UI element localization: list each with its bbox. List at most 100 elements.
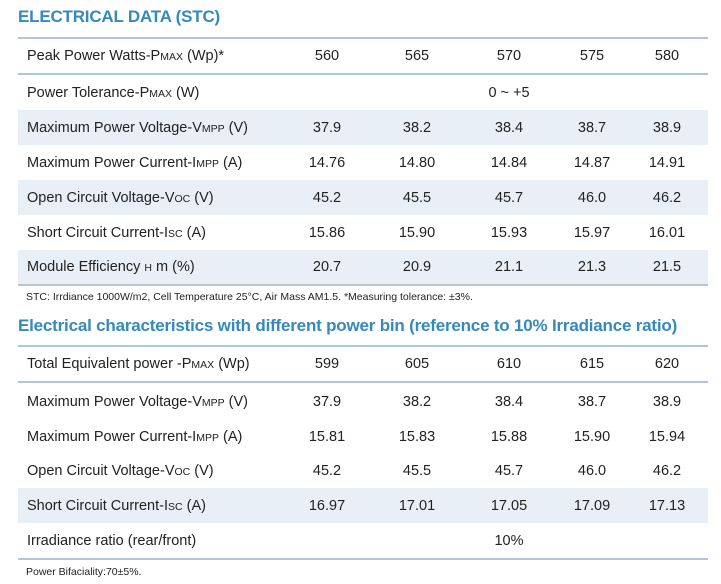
bifaciality-footnote: Power Bifaciality:70±5%. [26,566,142,578]
value-cell: 45.5 [402,463,432,479]
row-label-sub: mpp [196,432,219,444]
row-label-pre: Maximum Power Current-I [27,154,197,171]
row-label-pre: Peak Power Watts-P [27,48,161,64]
row-label: Maximum Power Voltage-Vmpp (V) [18,394,268,410]
value-cell: 16.97 [308,497,346,514]
row-label-sub: η [144,262,152,274]
value-cell: 45.7 [494,463,524,479]
value-cell: 17.01 [398,497,436,514]
value-cell: 45.5 [402,189,432,206]
value-cell: 610 [496,356,522,372]
value-cell: 580 [654,48,680,64]
row-label: Maximum Power Current-Impp (A) [18,155,268,171]
value-cell: 15.83 [398,429,436,445]
value-cell: 15.93 [490,224,528,241]
table-row: Maximum Power Current-Impp (A) 15.81 15.83… [18,420,708,454]
value-cell: 38.9 [652,119,682,136]
table-row: Short Circuit Current-Isc (A) 16.97 17.01 1… [18,488,708,523]
value-cell: 45.2 [312,463,342,479]
value-cell: 15.86 [308,224,346,241]
row-label: Total Equivalent power -Pmax (Wp) [18,356,268,372]
row-label-sub: max [160,51,183,63]
row-label-sub: oc [174,192,191,205]
value-cell: 15.90 [398,224,436,241]
row-label: Open Circuit Voltage-Voc (V) [18,463,268,479]
row-label-post: (W) [172,84,200,101]
table-row: Open Circuit Voltage-Voc (V) 45.2 45.5 45.7… [18,180,708,215]
row-label: Maximum Power Voltage-Vmpp (V) [18,120,268,136]
table-row: Maximum Power Current-Impp (A) 14.76 14.80… [18,145,708,180]
value-cell: 38.9 [652,393,682,410]
row-label-pre: Short Circuit Current-I [27,224,169,241]
table-row: Peak Power Watts-Pmax (Wp)* 560 565 570 575 5… [18,39,708,75]
row-label: Irradiance ratio (rear/front) [18,533,268,549]
row-label-sub: sc [168,500,183,513]
value-cell: 14.84 [490,154,528,171]
row-label: Maximum Power Current-Impp (A) [18,429,268,445]
row-label-sub: mpp [201,396,225,409]
value-cell: 615 [579,356,605,372]
table-row: Maximum Power Voltage-Vmpp (V) 37.9 38.2 38… [18,110,708,145]
value-cell: 46.0 [577,189,607,206]
merged-value-cell: 0 ~ +5 [488,84,530,101]
value-cell: 14.80 [398,154,436,171]
table-row: Total Equivalent power -Pmax (Wp) 599 605 6… [18,347,708,383]
row-label: Peak Power Watts-Pmax (Wp)* [18,48,268,64]
value-cell: 15.94 [648,429,686,445]
value-cell: 620 [654,356,680,372]
stc-footnote: STC: Irrdiance 1000W/m2, Cell Temperatur… [26,291,473,303]
table-row: Open Circuit Voltage-Voc (V) 45.2 45.5 45.7… [18,454,708,488]
row-label-sub: mpp [201,122,225,135]
row-label-post: (V) [190,463,214,479]
row-label: Short Circuit Current-Isc (A) [18,498,268,514]
value-cell: 45.2 [312,189,342,206]
value-cell: 38.4 [494,393,524,410]
row-label: Module Efficiency η m (%) [18,259,268,275]
row-label-pre: Irradiance ratio (rear/front) [27,532,197,549]
row-label-pre: Total Equivalent power -P [27,356,192,372]
table-row: Short Circuit Current-Isc (A) 15.86 15.90 1… [18,215,708,250]
value-cell: 15.90 [573,429,611,445]
value-cell: 37.9 [312,393,342,410]
merged-value-cell: 10% [494,532,524,549]
row-label-pre: Maximum Power Voltage-V [27,393,202,410]
value-cell: 38.7 [577,393,607,410]
value-cell: 14.87 [573,154,611,171]
value-cell: 21.5 [652,259,682,275]
row-label-post: (A) [218,154,243,171]
stc-section-title: ELECTRICAL DATA (STC) [18,7,220,26]
row-label-sub: oc [174,466,191,478]
row-label-pre: Power Tolerance-P [27,84,150,101]
value-cell: 46.2 [652,189,682,206]
power-bin-table: Total Equivalent power -Pmax (Wp) 599 605 6… [18,345,708,560]
row-label-sub: max [191,359,215,371]
value-cell: 38.2 [402,393,432,410]
row-label-post: (A) [182,497,206,514]
stc-table: Peak Power Watts-Pmax (Wp)* 560 565 570 575 5… [18,37,708,286]
value-cell: 17.13 [648,497,686,514]
value-cell: 14.76 [308,154,346,171]
value-cell: 15.88 [490,429,528,445]
row-label-pre: Short Circuit Current-I [27,497,169,514]
value-cell: 21.1 [494,259,524,275]
value-cell: 560 [314,48,340,64]
row-label-sub: sc [168,227,183,240]
row-label-sub: mpp [196,157,219,170]
value-cell: 15.97 [573,224,611,241]
value-cell: 20.7 [312,259,342,275]
row-label: Open Circuit Voltage-Voc (V) [18,190,268,206]
value-cell: 20.9 [402,259,432,275]
row-label-post: (A) [218,429,243,445]
row-label-pre: Maximum Power Current-I [27,429,197,445]
value-cell: 570 [496,48,522,64]
table-row: Module Efficiency η m (%) 20.7 20.9 21.1 21.… [18,250,708,284]
row-label-post: (V) [224,119,248,136]
value-cell: 575 [579,48,605,64]
value-cell: 46.2 [652,463,682,479]
row-label-pre: Open Circuit Voltage-V [27,189,175,206]
row-label-post: (Wp)* [183,48,225,64]
value-cell: 21.3 [577,259,607,275]
row-label-post: m (%) [152,259,195,275]
row-label-post: (V) [190,189,214,206]
value-cell: 45.7 [494,189,524,206]
